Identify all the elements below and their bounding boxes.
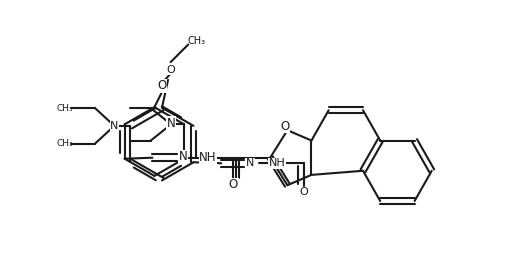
Text: O: O xyxy=(157,80,167,92)
Text: CH₃: CH₃ xyxy=(57,104,74,113)
Text: N: N xyxy=(246,158,254,168)
Text: N: N xyxy=(110,121,119,131)
Text: NH: NH xyxy=(269,158,285,168)
Text: N: N xyxy=(167,117,175,130)
Text: NH: NH xyxy=(199,151,217,164)
Text: O: O xyxy=(166,65,175,75)
Text: CH₃: CH₃ xyxy=(57,139,74,148)
Text: N: N xyxy=(178,150,187,163)
Text: CH₃: CH₃ xyxy=(188,36,206,46)
Text: O: O xyxy=(229,178,238,192)
Text: O: O xyxy=(300,187,309,197)
Text: O: O xyxy=(280,120,290,133)
